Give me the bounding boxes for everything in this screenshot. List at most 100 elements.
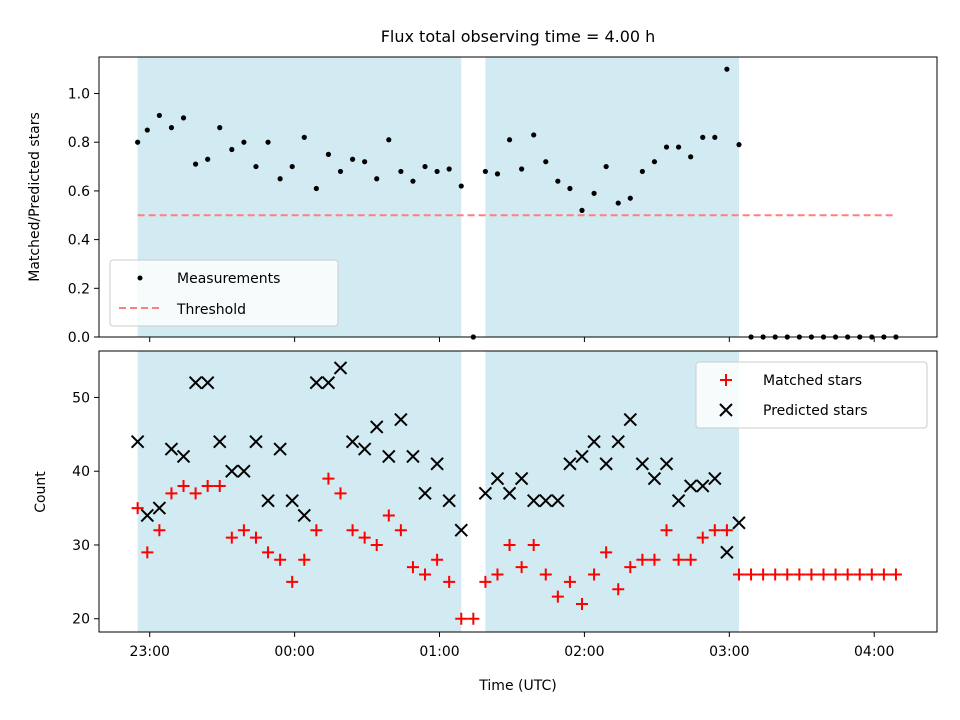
measurement-point	[337, 168, 344, 175]
matched-star-point	[732, 568, 745, 581]
matched-star-point	[829, 568, 842, 581]
predicted-star-point	[478, 486, 493, 501]
top-y-ticks: 0.0 0.2 0.4 0.6 0.8 1.0	[68, 87, 99, 346]
x-axis-label: Time (UTC)	[478, 678, 556, 694]
predicted-star-point	[647, 471, 662, 486]
matched-star-point	[745, 568, 758, 581]
predicted-stars-points	[130, 361, 746, 560]
matched-star-point	[600, 546, 613, 559]
matched-star-point	[419, 568, 432, 581]
predicted-star-point	[188, 376, 203, 390]
top-panel: 0.0 0.2 0.4 0.6 0.8 1.0 Matched/Predicted sta…	[27, 56, 938, 346]
bottom-legend-box	[695, 361, 928, 429]
y-tick-label: 0.2	[68, 281, 90, 297]
predicted-star-point	[309, 376, 324, 390]
predicted-star-point	[176, 449, 191, 464]
predicted-star-point	[430, 457, 444, 471]
top-legend-box	[109, 259, 339, 327]
measurement-point	[422, 163, 428, 170]
legend-predicted-label: Predicted stars	[763, 403, 868, 419]
matched-star-point	[757, 568, 770, 581]
predicted-star-point	[261, 494, 275, 508]
measurement-point	[135, 139, 141, 145]
measurement-point	[651, 159, 658, 165]
x-tick-label: 00:00	[274, 644, 314, 660]
matched-star-point	[406, 561, 419, 574]
predicted-star-point	[213, 435, 227, 449]
x-tick-label: 04:00	[854, 644, 894, 660]
x-tick-label: 01:00	[419, 644, 459, 660]
matched-star-point	[551, 590, 564, 603]
matched-star-point	[298, 553, 311, 566]
measurement-point	[434, 168, 440, 175]
matched-star-point	[189, 487, 202, 500]
measurement-point	[494, 171, 501, 177]
measurement-point	[688, 154, 694, 160]
matched-star-point	[177, 479, 190, 492]
measurement-point	[144, 127, 150, 133]
matched-star-point	[672, 553, 685, 566]
measurement-point	[712, 134, 718, 140]
predicted-star-point	[297, 508, 311, 523]
bottom-shaded-intervals	[137, 351, 739, 632]
predicted-star-point	[357, 442, 372, 456]
measurement-point	[217, 125, 223, 131]
measurement-point	[700, 134, 706, 140]
predicted-star-point	[575, 449, 589, 464]
matched-star-point	[588, 568, 601, 581]
top-y-axis-label: Matched/Predicted stars	[27, 112, 43, 282]
measurement-point	[253, 163, 259, 170]
matched-star-point	[769, 568, 782, 581]
matched-star-point	[853, 568, 866, 581]
shaded-interval	[137, 351, 462, 632]
predicted-star-point	[370, 420, 384, 434]
matched-star-point	[141, 546, 154, 559]
bottom-y-axis-label: Count	[33, 471, 49, 513]
predicted-star-point	[659, 457, 674, 471]
predicted-star-point	[394, 412, 408, 427]
matched-star-point	[612, 583, 625, 596]
matched-star-point	[334, 487, 347, 500]
top-legend: Measurements Threshold	[109, 259, 339, 327]
matched-star-point	[708, 524, 721, 537]
measurement-point	[446, 166, 452, 172]
matched-star-point	[165, 487, 178, 500]
y-tick-label: 0.8	[68, 135, 90, 151]
y-tick-label: 50	[72, 390, 90, 406]
matched-star-point	[431, 553, 444, 566]
measurement-point	[615, 200, 621, 206]
measurement-point	[675, 144, 682, 150]
predicted-star-point	[696, 479, 710, 493]
predicted-star-point	[382, 449, 396, 464]
predicted-star-point	[237, 464, 251, 478]
measurement-point	[289, 163, 295, 170]
predicted-star-point	[671, 494, 686, 508]
y-tick-label: 30	[72, 538, 90, 554]
predicted-star-point	[623, 412, 638, 427]
matched-star-point	[527, 538, 540, 551]
measurement-point	[724, 66, 730, 72]
matched-star-point	[394, 524, 407, 537]
matched-star-point	[262, 546, 275, 559]
measurement-point	[458, 183, 464, 189]
matched-star-point	[310, 524, 323, 537]
y-tick-label: 0.4	[68, 233, 90, 249]
matched-star-point	[213, 479, 226, 492]
top-axes-frame	[98, 56, 938, 338]
measurement-point	[156, 112, 162, 119]
matched-star-point	[479, 575, 492, 588]
predicted-star-point	[140, 508, 155, 523]
matched-star-point	[877, 568, 890, 581]
y-tick-label: 0.6	[68, 184, 90, 200]
predicted-star-point	[635, 457, 650, 471]
matched-star-point	[358, 531, 371, 544]
matched-star-point	[131, 502, 144, 515]
matched-star-point	[370, 538, 383, 551]
legend-measurements-label: Measurements	[177, 271, 280, 287]
predicted-star-point	[683, 479, 698, 493]
matched-star-point	[624, 561, 637, 574]
measurement-point	[506, 137, 513, 143]
predicted-star-point	[502, 486, 517, 501]
y-tick-label: 1.0	[68, 87, 90, 103]
measurement-point	[603, 163, 609, 170]
